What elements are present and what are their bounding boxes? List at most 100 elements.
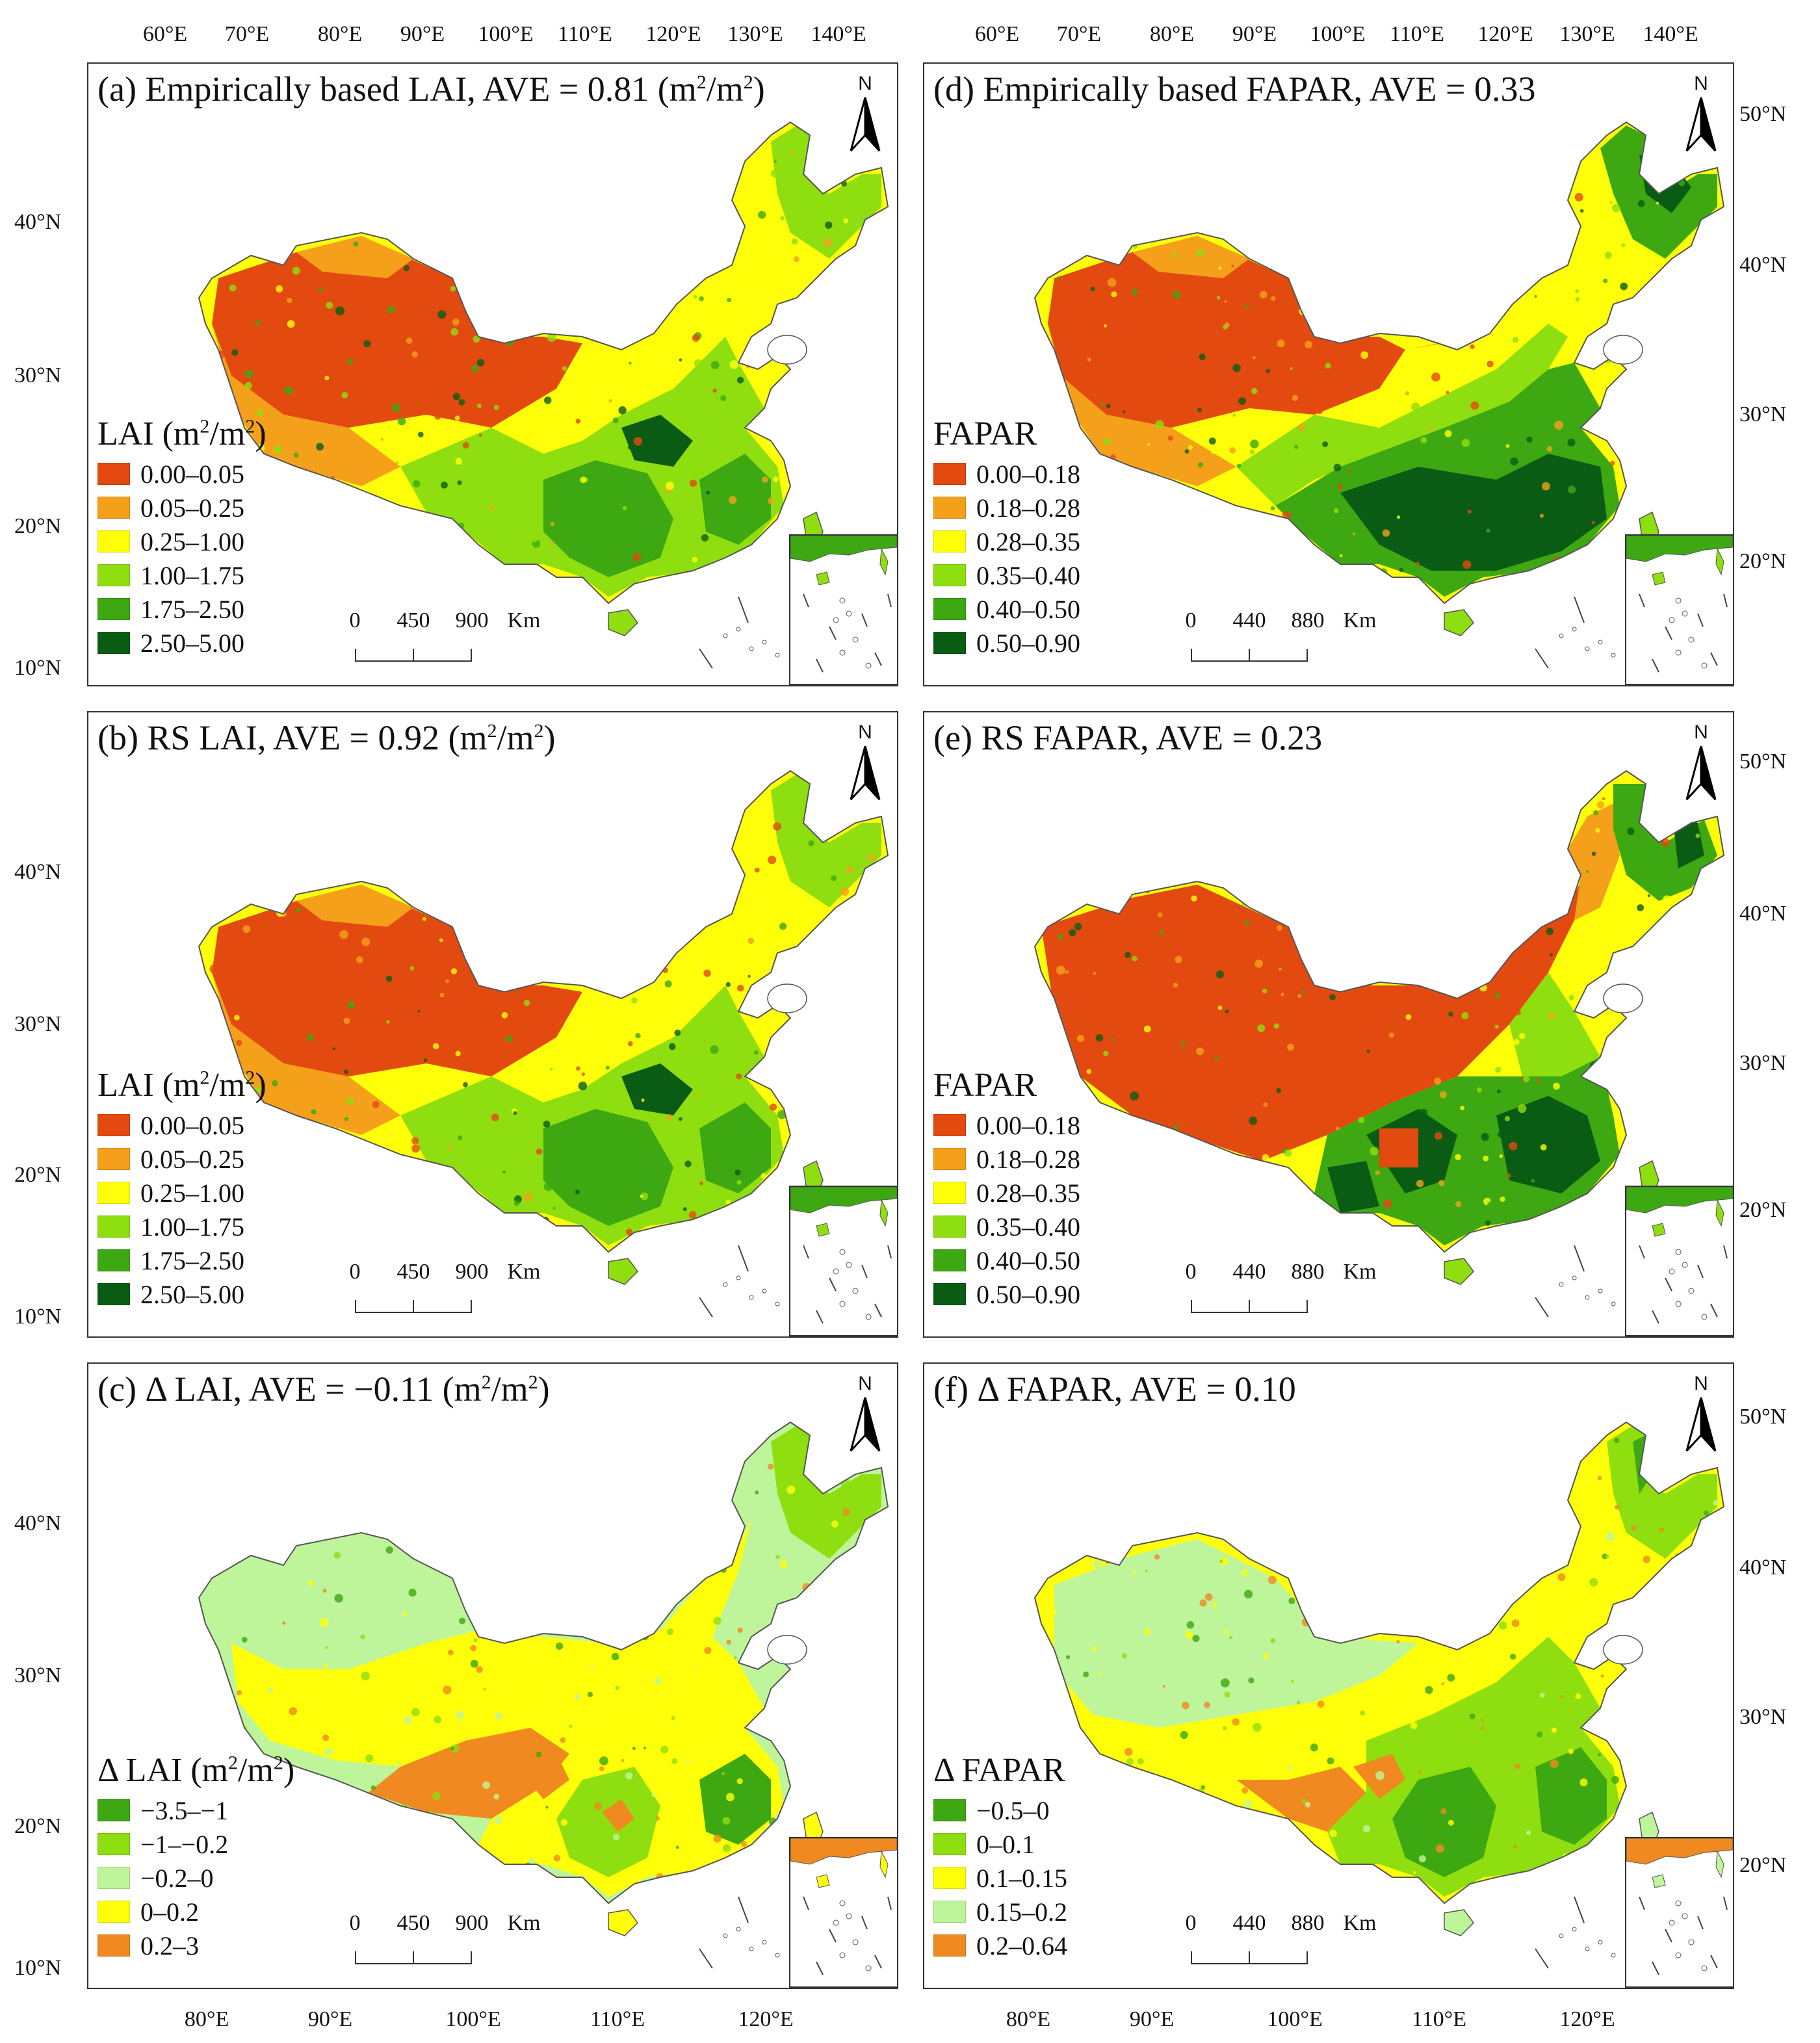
legend-swatch (98, 564, 130, 586)
north-arrow-icon (850, 746, 881, 801)
map-speckle (656, 1438, 664, 1446)
south-china-sea-islet (775, 1301, 780, 1307)
north-arrow: N (842, 1373, 888, 1457)
map-speckle (1700, 306, 1709, 315)
inset-dash (1697, 1264, 1704, 1279)
map-speckle (1145, 1569, 1148, 1572)
map-speckle (653, 898, 660, 905)
map-speckle (1382, 1444, 1390, 1452)
map-speckle (752, 988, 759, 996)
map-speckle (1210, 447, 1217, 454)
map-speckle (1155, 420, 1164, 430)
map-speckle (296, 907, 301, 913)
map-speckle (612, 328, 616, 332)
map-speckle (1115, 1778, 1123, 1786)
map-speckle (651, 1793, 655, 1797)
map-speckle (284, 386, 293, 395)
north-label: N (858, 1373, 872, 1394)
map-speckle (1598, 1837, 1606, 1845)
hainan-island (608, 609, 638, 636)
map-speckle (1612, 871, 1620, 879)
map-speckle (1333, 508, 1339, 514)
map-speckle (632, 1747, 636, 1750)
map-speckle (428, 1193, 437, 1202)
legend-value: 0.40–0.50 (976, 594, 1080, 624)
map-speckle (239, 786, 248, 794)
map-speckle (1136, 831, 1145, 839)
map-speckle (1429, 1190, 1435, 1196)
map-speckle (494, 1430, 497, 1433)
nine-dash-segment (738, 596, 749, 623)
map-speckle (385, 1546, 393, 1554)
lat-label-right: 50°N (1739, 102, 1787, 126)
map-speckle (688, 1211, 697, 1219)
top-lon-label-right: 140°E (1643, 22, 1698, 46)
map-speckle (540, 954, 547, 961)
map-speckle (872, 1572, 877, 1576)
map-speckle (1172, 291, 1181, 299)
legend-item: 0.25–1.00 (98, 525, 266, 558)
panel-title-text: (a) Empirically based LAI, AVE = 0.81 (m (98, 70, 697, 109)
top-lon-label-left: 60°E (142, 22, 188, 46)
map-speckle (848, 382, 854, 389)
map-speckle (1539, 219, 1548, 228)
map-speckle (833, 855, 842, 865)
map-speckle (762, 1206, 770, 1213)
map-speckle (387, 516, 395, 523)
map-speckle (625, 1772, 633, 1780)
map-speckle (664, 1526, 668, 1529)
map-speckle (1516, 157, 1525, 166)
scale-label: 0 (1185, 1911, 1197, 1935)
map-speckle (393, 1812, 398, 1817)
map-value-region (491, 129, 803, 454)
map-speckle (1092, 1476, 1097, 1481)
map-speckle (1700, 1611, 1709, 1619)
map-speckle (640, 1195, 644, 1198)
inset-islet (839, 1900, 846, 1906)
map-speckle (1115, 1167, 1123, 1175)
map-speckle (1637, 904, 1644, 911)
map-speckle (1208, 437, 1216, 445)
china-map (1034, 1421, 1725, 1969)
map-speckle (1042, 1446, 1048, 1453)
legend-swatch (98, 1216, 130, 1238)
map-speckle (1345, 911, 1348, 915)
inset-map (1626, 1838, 1733, 1975)
map-speckle (775, 1554, 780, 1559)
map-speckle (1360, 961, 1364, 965)
map-speckle (452, 319, 460, 326)
map-speckle (1483, 1155, 1489, 1162)
map-speckle (1355, 775, 1364, 783)
map-speckle (1293, 1490, 1299, 1496)
map-speckle (549, 177, 555, 183)
scale-label: 0 (349, 1911, 361, 1935)
map-speckle (1435, 1226, 1444, 1234)
map-speckle (221, 193, 230, 203)
panel-f: (f) Δ FAPAR, AVE = 0.10 Δ FAPAR −0.5–0 0–0.… (923, 1362, 1734, 1989)
map-speckle (708, 249, 717, 258)
map-speckle (233, 1014, 240, 1021)
map-speckle (294, 939, 303, 948)
map-speckle (1527, 1444, 1534, 1452)
map-speckle (1186, 1621, 1195, 1629)
map-speckle (1460, 1106, 1464, 1110)
map-speckle (1427, 312, 1431, 317)
map-speckle (1480, 1718, 1484, 1722)
map-speckle (1189, 850, 1195, 857)
map-value-region (368, 1728, 569, 1819)
map-speckle (1103, 1050, 1109, 1056)
map-speckle (1553, 1082, 1560, 1090)
south-china-sea-islet (749, 646, 754, 651)
map-speckle (809, 281, 818, 291)
map-speckle (1388, 1032, 1394, 1038)
map-speckle (705, 194, 711, 200)
legend-item: 0.35–0.40 (933, 558, 1080, 592)
map-speckle (580, 1546, 590, 1556)
map-speckle (1418, 1771, 1422, 1775)
map-speckle (543, 1453, 551, 1463)
map-speckle (768, 497, 775, 505)
scale-label: 440 (1232, 1911, 1266, 1935)
map-speckle (872, 1799, 881, 1808)
map-speckle (1554, 421, 1564, 430)
map-speckle (1646, 437, 1650, 441)
